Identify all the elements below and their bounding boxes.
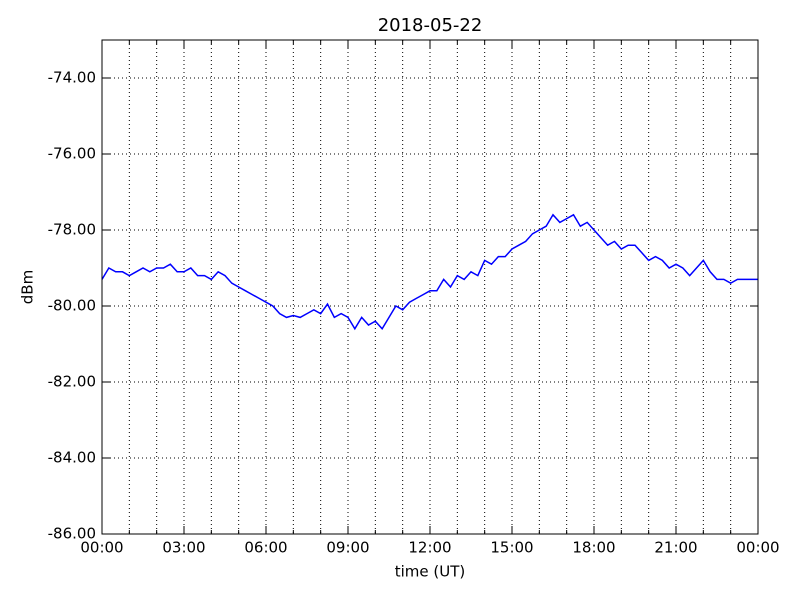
x-tick-label: 03:00 bbox=[162, 539, 205, 557]
plot-frame bbox=[101, 39, 759, 535]
y-tick-label: -78.00 bbox=[48, 221, 96, 239]
y-tick-label: -84.00 bbox=[48, 449, 96, 467]
y-axis-label: dBm bbox=[19, 270, 37, 304]
y-tick-label: -82.00 bbox=[48, 373, 96, 391]
y-tick-label: -76.00 bbox=[48, 145, 96, 163]
x-tick-label: 15:00 bbox=[490, 539, 533, 557]
x-tick-label: 06:00 bbox=[244, 539, 287, 557]
y-tick-label: -74.00 bbox=[48, 69, 96, 87]
x-tick-label: 09:00 bbox=[326, 539, 369, 557]
data-line bbox=[101, 213, 758, 331]
x-tick-label: 00:00 bbox=[80, 539, 123, 557]
x-tick-label: 12:00 bbox=[408, 539, 451, 557]
x-tick-label: 00:00 bbox=[736, 539, 779, 557]
y-tick-label: -80.00 bbox=[48, 297, 96, 315]
chart-title: 2018-05-22 bbox=[378, 15, 483, 36]
y-tick-label: -86.00 bbox=[48, 525, 96, 543]
x-axis-label: time (UT) bbox=[395, 563, 466, 581]
x-tick-label: 18:00 bbox=[572, 539, 615, 557]
x-tick-label: 21:00 bbox=[654, 539, 697, 557]
